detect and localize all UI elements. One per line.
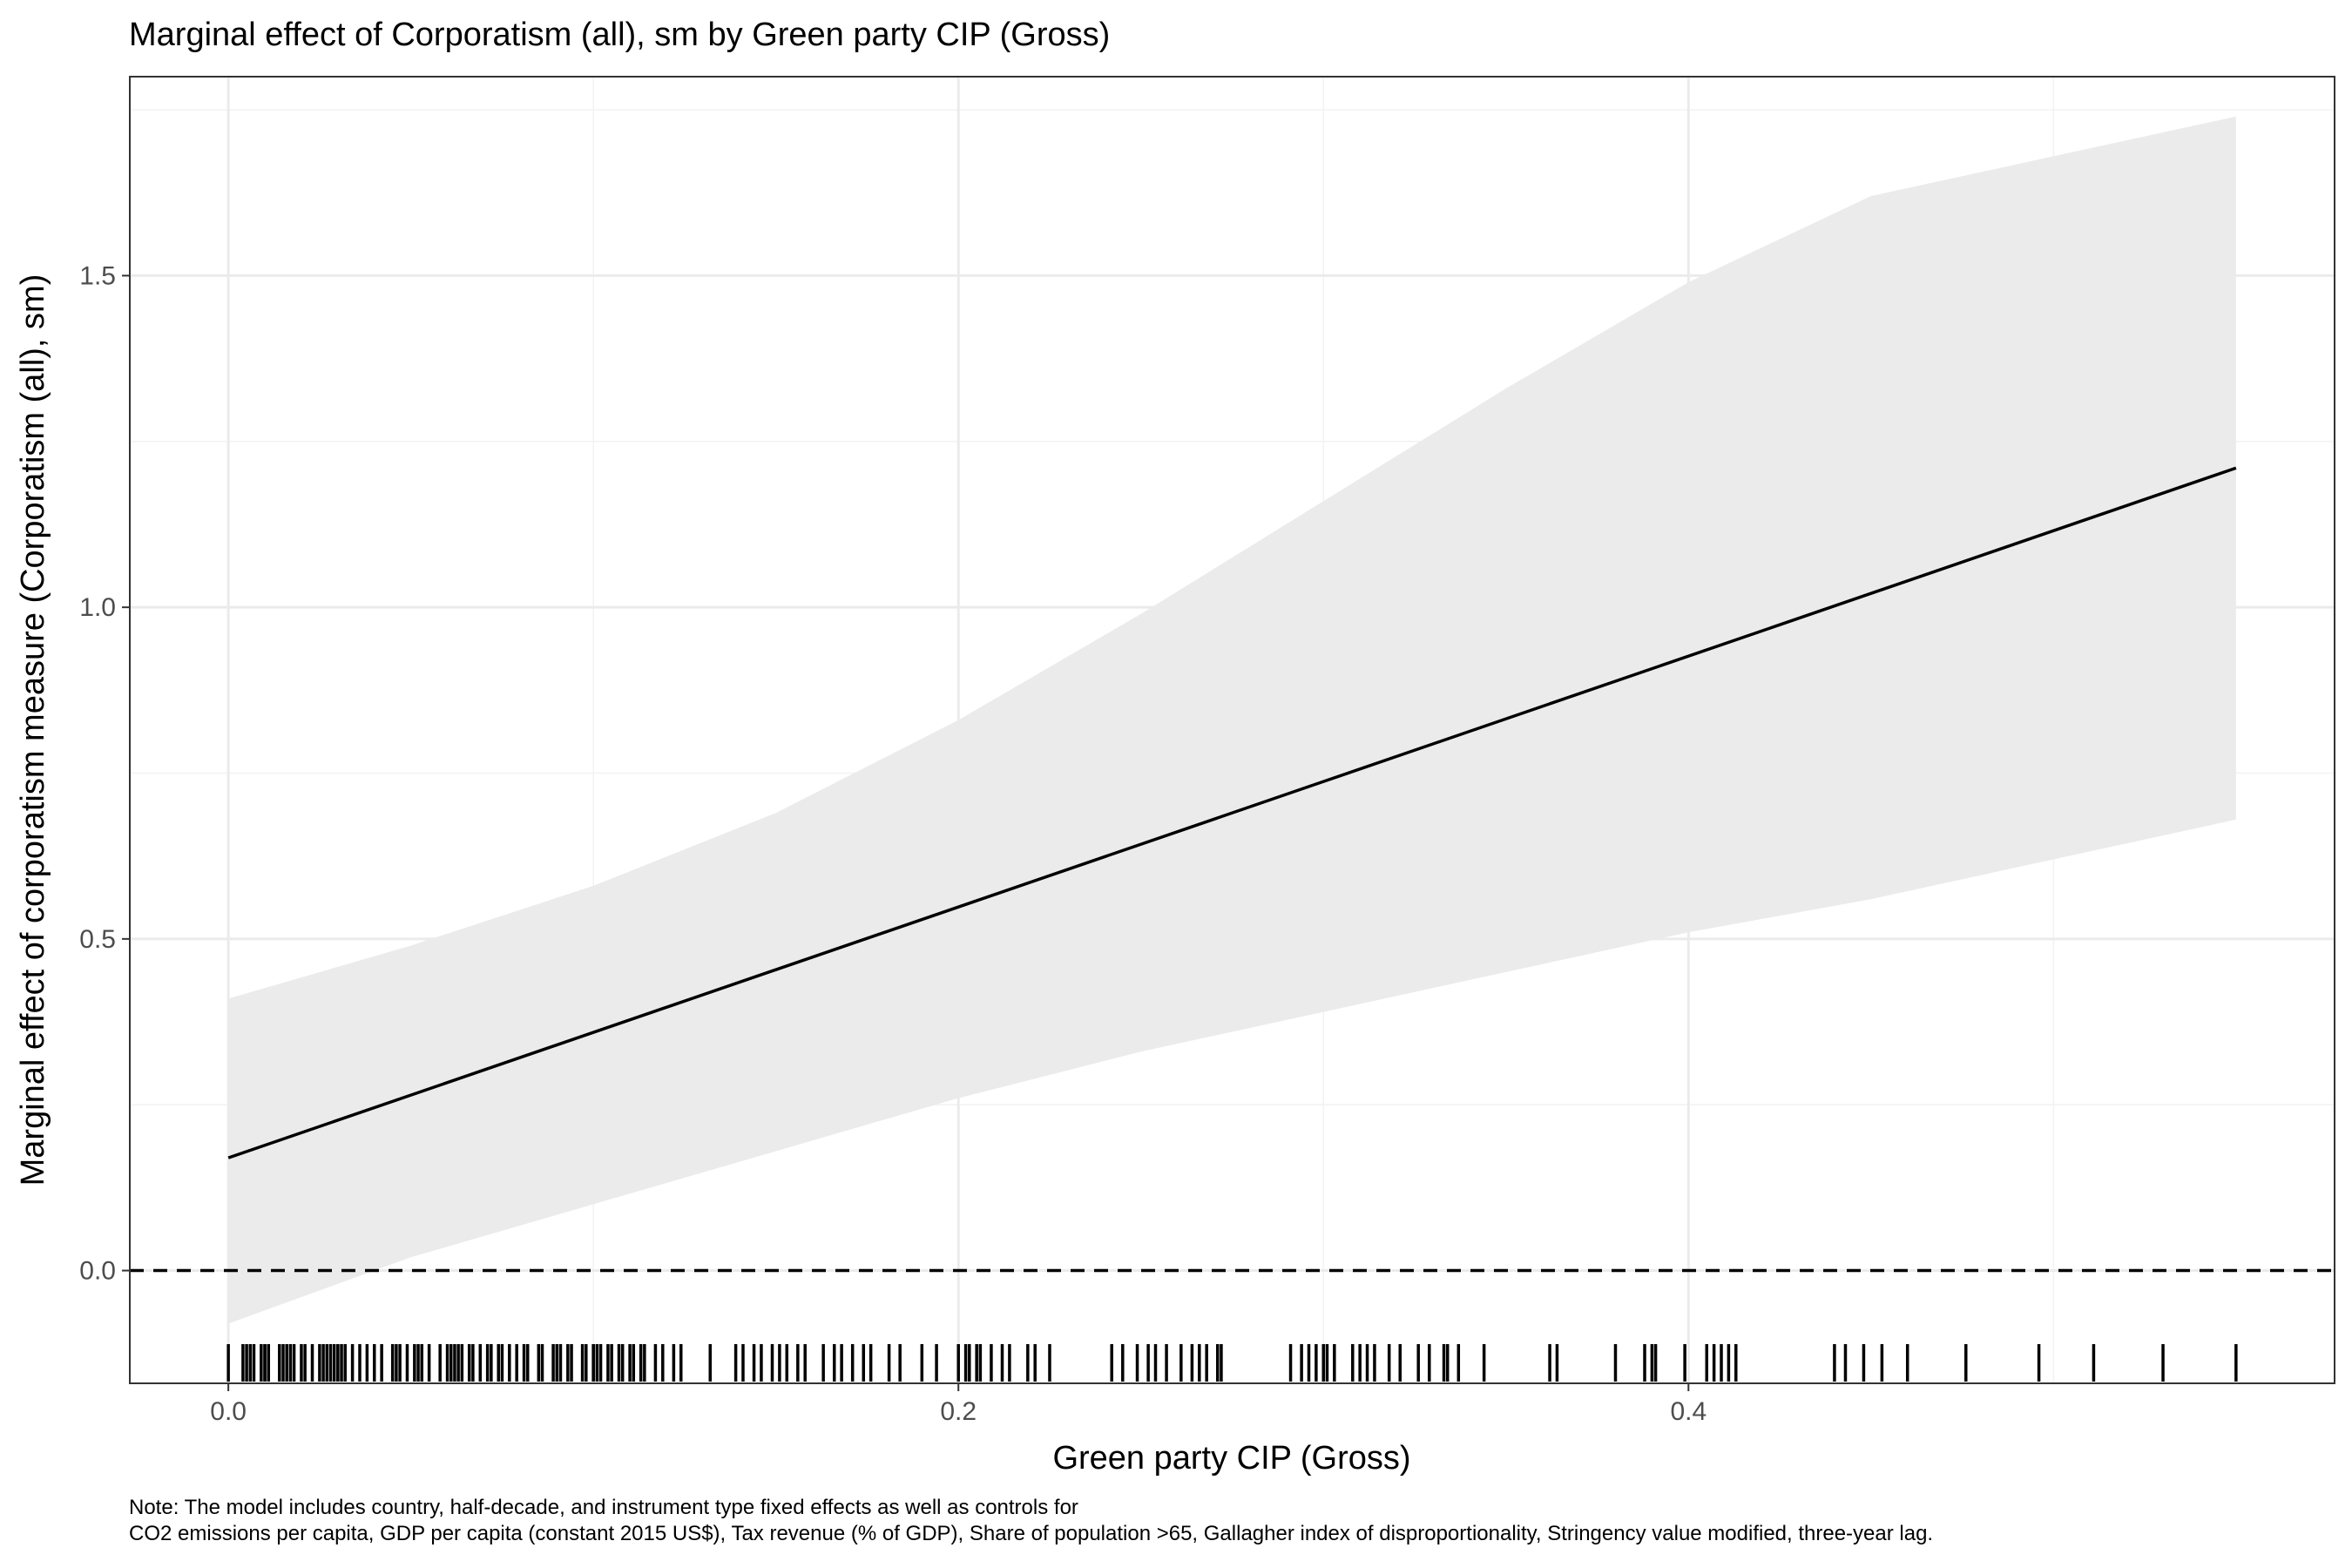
chart-title: Marginal effect of Corporatism (all), sm… [129,17,1110,53]
plot-panel [129,76,2335,1384]
note-line-1: Note: The model includes country, half-d… [129,1496,1078,1519]
x-axis: 0.0 0.2 0.4 [210,1383,1707,1426]
confidence-ribbon [228,116,2236,1324]
marginal-effect-line [227,466,2237,1159]
x-tick-label: 0.2 [940,1397,977,1426]
y-axis: 0.0 0.5 1.0 1.5 [79,261,130,1286]
y-axis-title: Marginal effect of corporatism measure (… [15,274,51,1186]
note-line-2: CO2 emissions per capita, GDP per capita… [129,1522,1933,1545]
y-tick-label: 0.5 [79,925,116,954]
y-tick-label: 1.0 [79,593,116,622]
rug-marks [226,1344,2238,1382]
x-tick-label: 0.4 [1670,1397,1707,1426]
x-tick-label: 0.0 [210,1397,247,1426]
y-tick-label: 1.5 [79,261,116,290]
x-axis-title: Green party CIP (Gross) [1052,1440,1410,1477]
panel-border [129,76,2335,1384]
y-tick-label: 0.0 [79,1257,116,1286]
